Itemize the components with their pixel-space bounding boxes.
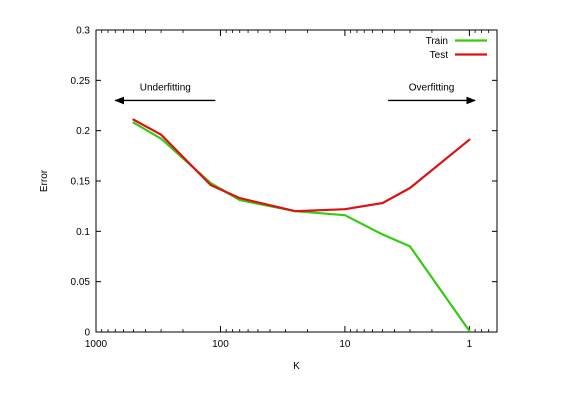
y-tick-label: 0.15 [71, 177, 91, 188]
y-tick-label: 0 [84, 328, 90, 339]
x-tick-label: 1 [467, 339, 473, 350]
y-axis-title: Error [39, 169, 50, 192]
y-tick-label: 0.3 [76, 26, 90, 37]
series-line-train [132, 121, 471, 333]
annotation-label-underfitting: Underfitting [140, 82, 191, 93]
x-tick-label: 10 [339, 339, 351, 350]
annotation-label-overfitting: Overfitting [409, 82, 455, 93]
y-tick-label: 0.25 [71, 76, 91, 87]
y-tick-label: 0.05 [71, 277, 91, 288]
x-axis-title: K [293, 361, 300, 372]
y-tick-label: 0.1 [76, 227, 90, 238]
y-tick-label: 0.2 [76, 126, 90, 137]
x-tick-label: 100 [212, 339, 229, 350]
series-line-test [132, 118, 471, 213]
legend-label-test: Test [430, 50, 449, 61]
legend-label-train: Train [426, 36, 448, 47]
plot-frame [95, 29, 498, 333]
x-tick-label: 1000 [85, 339, 108, 350]
